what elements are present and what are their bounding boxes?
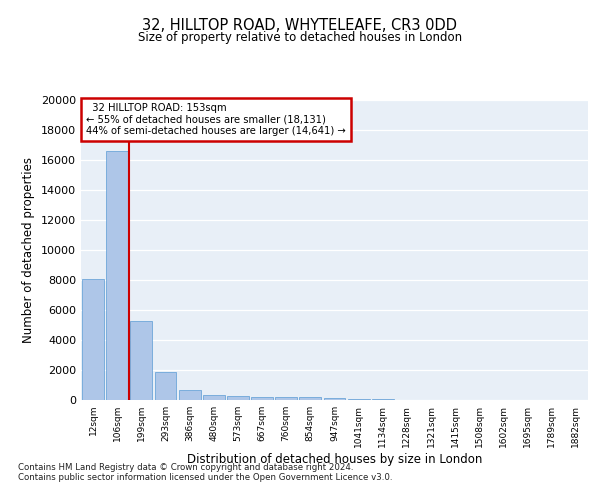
X-axis label: Distribution of detached houses by size in London: Distribution of detached houses by size … (187, 452, 482, 466)
Bar (203, 395, 224, 400)
Bar (372, 399, 394, 400)
Text: 32, HILLTOP ROAD, WHYTELEAFE, CR3 0DD: 32, HILLTOP ROAD, WHYTELEAFE, CR3 0DD (143, 18, 458, 32)
Bar (299, 398, 321, 400)
Text: Contains HM Land Registry data © Crown copyright and database right 2024.: Contains HM Land Registry data © Crown c… (18, 462, 353, 471)
Bar (106, 151, 128, 400)
Bar (275, 397, 297, 400)
Bar (82, 278, 104, 400)
Bar (130, 320, 152, 400)
Bar (227, 396, 249, 400)
Text: 32 HILLTOP ROAD: 153sqm
← 55% of detached houses are smaller (18,131)
44% of sem: 32 HILLTOP ROAD: 153sqm ← 55% of detache… (86, 103, 346, 136)
Bar (251, 397, 273, 400)
Bar (348, 399, 370, 400)
Bar (323, 398, 346, 400)
Y-axis label: Number of detached properties: Number of detached properties (22, 157, 35, 343)
Bar (179, 390, 200, 400)
Bar (155, 372, 176, 400)
Text: Size of property relative to detached houses in London: Size of property relative to detached ho… (138, 31, 462, 44)
Text: Contains public sector information licensed under the Open Government Licence v3: Contains public sector information licen… (18, 472, 392, 482)
